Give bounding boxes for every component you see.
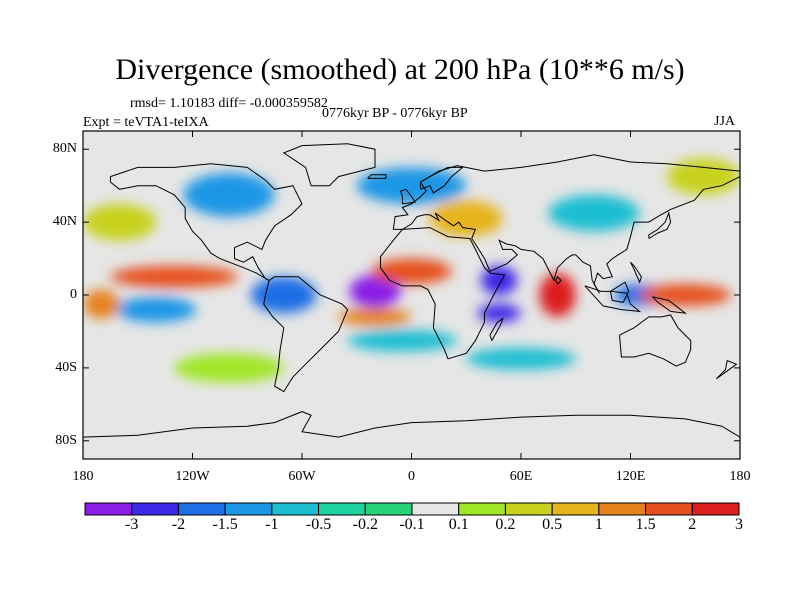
coastline-north-america	[109, 163, 303, 281]
y-tick-label-4: 80S	[55, 432, 77, 448]
coastline-africa	[380, 227, 506, 360]
colorbar-swatch-3	[224, 502, 273, 516]
colorbar-label-10: 1	[594, 516, 603, 533]
coastline-philippines	[630, 261, 642, 284]
coastline-new-zealand	[715, 359, 738, 380]
colorbar-label-0: -3	[125, 516, 139, 533]
colorbar-swatch-11	[598, 502, 647, 516]
colorbar-swatch-6	[364, 502, 413, 516]
colorbar-swatch-10	[551, 502, 600, 516]
coastline-south-america	[263, 276, 349, 393]
y-tick-label-2: 0	[70, 287, 77, 302]
colorbar-label-3: -1	[265, 516, 279, 533]
field-anomaly-19	[338, 307, 412, 326]
colorbar-swatch-5	[318, 502, 366, 516]
y-tick-label-0: 80N	[52, 141, 77, 157]
field-anomaly-8	[548, 194, 640, 232]
colorbar-label-13: 3	[735, 516, 743, 533]
field-anomaly-10	[466, 347, 576, 370]
coastline-borneo	[609, 281, 630, 303]
coastline-australia	[619, 314, 692, 367]
colorbar-label-9: 0.5	[542, 516, 563, 533]
season-label: JJA	[714, 114, 736, 129]
field-anomaly-20	[174, 353, 284, 383]
field-anomaly-15	[110, 265, 239, 288]
x-tick-label-3: 0	[408, 469, 415, 484]
colorbar-label-2: -1.5	[212, 516, 238, 533]
coastline-uk	[399, 188, 416, 205]
coastline-iceland	[367, 174, 387, 179]
coastline-sri-lanka	[555, 275, 562, 285]
experiment-label: Expt = teVTA1-teIXA	[83, 115, 209, 130]
coastline-scandinavia	[420, 166, 464, 194]
colorbar-label-8: 0.2	[495, 516, 516, 533]
colorbar-swatch-12	[645, 502, 693, 516]
colorbar-label-6: -0.1	[399, 516, 425, 533]
colorbar-label-4: -0.5	[305, 516, 332, 533]
colorbar-swatch-0	[84, 502, 133, 516]
field-anomaly-18	[639, 284, 731, 306]
coastline-japan	[648, 211, 672, 239]
colorbar-swatch-4	[271, 502, 320, 516]
field-anomaly-7	[183, 172, 275, 217]
colorbar-label-7: 0.1	[448, 516, 469, 533]
field-anomaly-5	[115, 296, 197, 323]
colorbar-swatch-1	[131, 502, 179, 516]
field-anomaly-13	[429, 200, 503, 237]
coastline-antarctica	[83, 411, 740, 438]
coastline-eurasia	[392, 154, 740, 294]
x-tick-label-6: 180	[729, 469, 751, 484]
colorbar-label-5: -0.2	[352, 516, 378, 533]
x-tick-label-2: 60W	[288, 469, 316, 484]
field-anomaly-0	[349, 274, 401, 308]
colorbar-swatch-8	[458, 502, 506, 516]
colorbar-label-12: 2	[688, 516, 697, 533]
plot-title: Divergence (smoothed) at 200 hPa (10**6 …	[115, 53, 685, 86]
coastline-madagascar	[489, 317, 504, 341]
stats-label: rmsd= 1.10183 diff= -0.000359582	[130, 96, 328, 111]
field-anomaly-11	[83, 203, 156, 241]
x-tick-label-5: 120E	[615, 469, 646, 484]
field-anomaly-14	[371, 258, 452, 285]
field-anomaly-6	[356, 167, 467, 204]
divergence-field	[83, 158, 740, 383]
field-anomaly-1	[477, 304, 521, 323]
field-anomaly-9	[347, 329, 458, 352]
x-tick-label-4: 60E	[509, 469, 533, 484]
axis-ticks	[82, 131, 741, 459]
colorbar-swatch-13	[691, 502, 740, 516]
colorbar-swatch-7	[411, 502, 460, 516]
coastline-new-guinea	[652, 296, 688, 314]
colorbar-label-11: 1.5	[635, 516, 656, 533]
field-anomaly-16	[83, 289, 120, 319]
field-anomaly-17	[539, 273, 576, 317]
coastlines	[83, 143, 740, 438]
period-label: 0776kyr BP - 0776kyr BP	[322, 106, 468, 121]
y-tick-label-1: 40N	[52, 214, 77, 230]
coastline-greenland	[282, 143, 376, 187]
x-tick-label-1: 120W	[175, 469, 210, 484]
colorbar-label-1: -2	[171, 516, 186, 533]
x-tick-label-0: 180	[72, 469, 94, 484]
colorbar-swatch-9	[504, 502, 553, 516]
coastline-indonesia	[584, 285, 642, 313]
y-tick-label-3: 40S	[55, 359, 77, 375]
colorbar-swatch-2	[177, 502, 226, 516]
